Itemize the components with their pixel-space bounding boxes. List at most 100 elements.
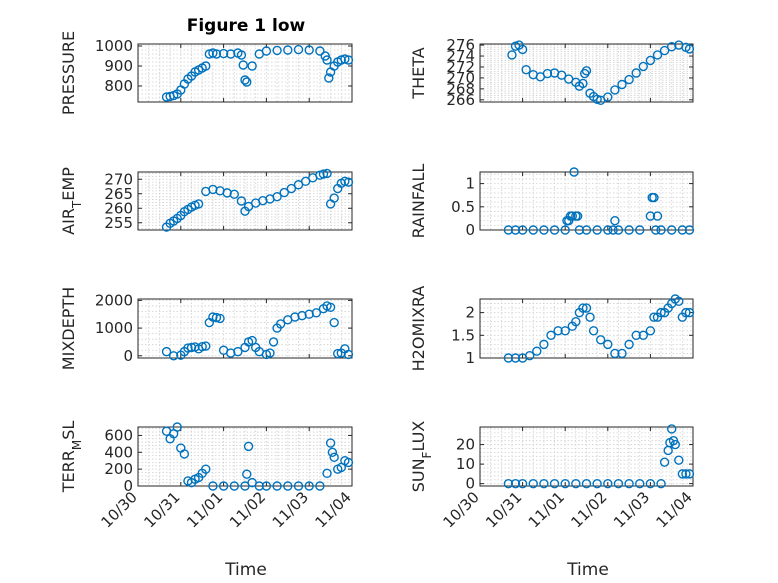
data-point	[624, 74, 634, 85]
data-point	[272, 481, 282, 491]
data-point	[240, 75, 250, 85]
panel-5: 0 1000 2000 MIXDEPTH	[59, 287, 354, 370]
axes-box	[137, 171, 353, 231]
data-point	[635, 225, 645, 235]
data-point	[651, 225, 661, 235]
data-point	[201, 464, 211, 474]
data-point	[201, 341, 211, 351]
x-axis-label-right: Time	[566, 560, 609, 580]
data-point	[318, 169, 329, 179]
data-point	[333, 348, 343, 359]
data-point	[613, 225, 624, 235]
data-point	[656, 478, 666, 489]
series	[507, 40, 695, 106]
data-point	[549, 225, 560, 235]
data-point	[560, 478, 570, 489]
data-point	[238, 60, 248, 70]
y-tick-label: 274	[446, 47, 475, 65]
data-point	[211, 312, 222, 323]
y-tick-label: 270	[104, 170, 133, 188]
axes-box	[137, 43, 353, 103]
data-point	[684, 225, 695, 235]
data-point	[592, 225, 602, 235]
y-tick-label: 1000	[95, 37, 133, 55]
data-point	[304, 481, 314, 491]
axes-box	[479, 426, 694, 487]
data-point	[517, 44, 528, 55]
data-point	[218, 481, 229, 491]
y-tick-label: 276	[446, 36, 475, 54]
data-point	[656, 307, 666, 318]
axes-box	[479, 171, 694, 231]
data-point	[322, 55, 332, 65]
y-tick-label: 266	[446, 91, 475, 109]
data-point	[569, 167, 579, 177]
data-point	[571, 478, 581, 489]
data-point	[322, 168, 332, 179]
data-point	[528, 478, 538, 489]
data-point	[247, 61, 257, 71]
data-point	[596, 335, 606, 345]
data-point	[532, 346, 542, 356]
data-point	[581, 478, 592, 489]
data-point	[613, 478, 624, 489]
data-point	[674, 455, 684, 465]
data-point	[293, 44, 304, 55]
y-tick-label: 1000	[95, 319, 133, 337]
y-tick-label: 900	[104, 57, 133, 75]
y-tick-label: 260	[104, 199, 133, 217]
series	[161, 44, 354, 102]
data-point	[578, 78, 588, 89]
data-point	[677, 469, 688, 479]
y-axis-label: SUNFLUX	[409, 421, 434, 493]
data-point	[603, 478, 613, 489]
data-point	[539, 478, 549, 489]
data-point	[283, 45, 293, 55]
data-point	[507, 50, 517, 60]
grid	[138, 299, 352, 358]
panel-6: 1 1.5 2 H2OMIXRA	[409, 286, 695, 371]
data-point	[343, 55, 354, 65]
data-point	[539, 339, 549, 350]
y-tick-label: 0	[465, 475, 475, 493]
data-point	[311, 308, 322, 318]
data-point	[517, 225, 528, 235]
data-point	[592, 478, 602, 489]
data-point	[581, 303, 592, 313]
data-point	[325, 302, 336, 313]
y-tick-label: 1	[465, 349, 475, 367]
data-point	[624, 225, 634, 235]
data-point	[603, 225, 613, 235]
y-tick-label: 2000	[95, 291, 133, 309]
data-point	[617, 79, 627, 90]
data-point	[168, 351, 179, 361]
data-point	[315, 481, 325, 491]
data-point	[624, 478, 634, 489]
data-point	[631, 68, 641, 78]
data-point	[645, 55, 656, 66]
data-point	[610, 85, 620, 95]
y-tick-label: 10	[456, 455, 475, 473]
data-point	[183, 343, 193, 353]
data-point	[659, 457, 670, 467]
y-tick-label: 270	[446, 69, 475, 87]
axes-box	[479, 43, 694, 103]
data-point	[572, 211, 583, 221]
data-point	[510, 478, 521, 489]
data-point	[608, 225, 618, 235]
data-point	[193, 199, 204, 209]
data-point	[242, 469, 252, 479]
y-tick-label: 200	[104, 460, 133, 478]
y-tick-label: 800	[104, 77, 133, 95]
data-point	[327, 447, 338, 457]
data-point	[229, 189, 240, 200]
data-point	[293, 481, 304, 491]
data-point	[677, 225, 688, 235]
data-point	[645, 326, 656, 336]
data-point	[659, 45, 670, 56]
data-point	[684, 44, 695, 54]
data-point	[226, 49, 236, 59]
data-point	[272, 45, 282, 56]
